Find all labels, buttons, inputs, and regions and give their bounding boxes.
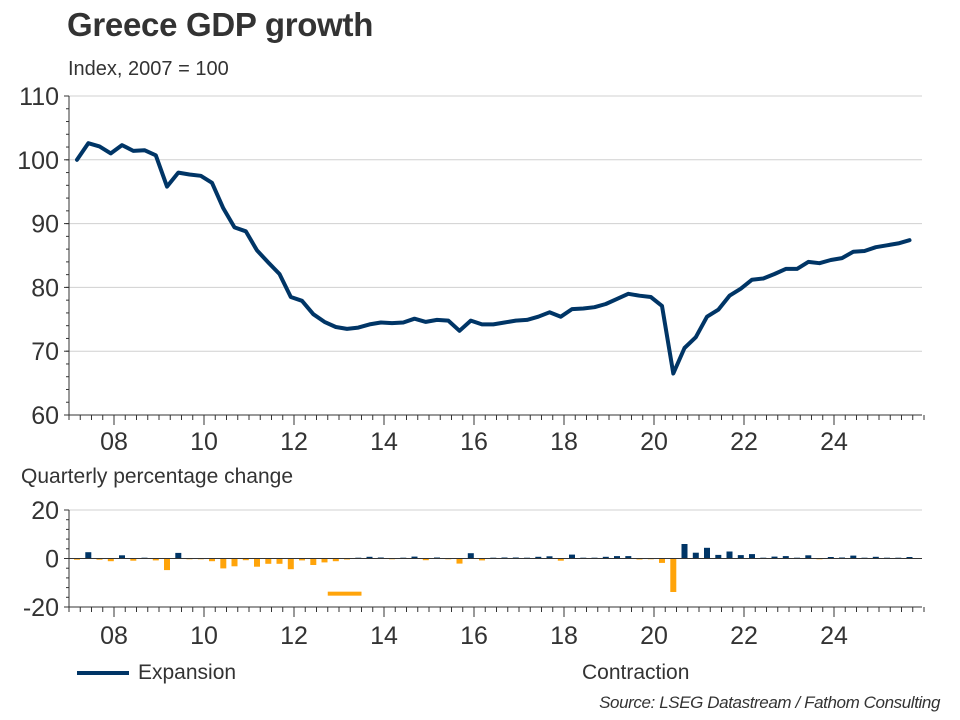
legend-expansion: Expansion (77, 661, 236, 685)
x-tick-label: 18 (550, 622, 578, 650)
bar-expansion (366, 556, 373, 559)
bar-expansion (906, 557, 913, 559)
bar-expansion (692, 552, 699, 559)
x-tick-label: 08 (100, 428, 128, 456)
chart-title: Greece GDP growth (67, 6, 374, 43)
bar-expansion (614, 556, 620, 559)
bar-expansion (726, 551, 733, 559)
x-tick-label: 24 (820, 622, 848, 650)
x-tick-label: 18 (550, 428, 578, 456)
bar-chart-subtitle: Quarterly percentage change (21, 465, 294, 488)
bar-expansion (850, 555, 857, 559)
bar-contraction (209, 558, 215, 562)
y-tick-label: 90 (31, 211, 59, 239)
x-tick-label: 10 (190, 622, 218, 650)
bar-contraction (96, 558, 103, 560)
bar-contraction (456, 558, 463, 564)
bottom-axes: -20 0 20 08 10 12 14 16 18 20 22 24 (23, 497, 925, 650)
bar-expansion (805, 555, 812, 559)
bar-contraction (276, 558, 283, 564)
bar-contraction (332, 558, 339, 562)
x-tick-label: 24 (820, 428, 848, 456)
bar-expansion (569, 554, 575, 559)
bar-expansion (411, 556, 418, 559)
top-grid (69, 95, 922, 352)
y-tick-label: -20 (23, 594, 59, 622)
bar-expansion (827, 557, 834, 559)
bars (74, 544, 913, 596)
bar-contraction (479, 558, 485, 561)
bar-contraction (74, 558, 80, 560)
bar-contraction (557, 558, 564, 561)
bar-expansion (546, 556, 553, 559)
bar-contraction (130, 558, 137, 561)
bar-expansion (681, 544, 688, 559)
legend-expansion-label: Expansion (138, 661, 237, 684)
x-tick-label: 12 (280, 428, 308, 456)
x-tick-label: 22 (730, 428, 758, 456)
bar-contraction (287, 558, 294, 570)
bar-expansion (119, 555, 125, 559)
y-tick-label: 20 (31, 497, 59, 525)
chart-subtitle: Index, 2007 = 100 (68, 58, 229, 80)
bar-expansion (625, 556, 632, 559)
bar-expansion (85, 552, 92, 559)
bar-contraction (254, 558, 260, 567)
x-tick-label: 20 (640, 428, 668, 456)
source-note: Source: LSEG Datastream / Fathom Consult… (599, 693, 940, 712)
bar-expansion (872, 556, 879, 559)
bar-expansion (782, 556, 789, 559)
bar-expansion (704, 547, 710, 559)
bar-contraction (231, 558, 238, 567)
x-tick-label: 22 (730, 622, 758, 650)
x-tick-label: 16 (460, 428, 488, 456)
y-tick-label: 70 (31, 338, 59, 366)
gdp-index-line (75, 141, 912, 376)
y-tick-label: 0 (45, 546, 59, 574)
bar-contraction (164, 558, 170, 571)
bar-expansion (749, 554, 755, 559)
bar-contraction (321, 558, 328, 563)
y-tick-label: 60 (31, 402, 59, 430)
gdp-line (75, 141, 912, 376)
bar-expansion (737, 555, 744, 559)
x-tick-label: 12 (280, 622, 308, 650)
bar-contraction (220, 558, 227, 569)
bar-contraction (152, 558, 159, 561)
legend-contraction-label: Contraction (582, 661, 690, 684)
bar-expansion (602, 556, 609, 559)
contraction-legend-marker (327, 591, 362, 596)
bar-expansion (175, 552, 182, 559)
bar-contraction (670, 558, 677, 592)
bar-contraction (310, 558, 317, 565)
bar-contraction (242, 558, 249, 561)
y-tick-label: 110 (19, 83, 59, 111)
x-tick-label: 20 (640, 622, 668, 650)
bar-expansion (535, 556, 542, 559)
y-tick-label: 100 (17, 147, 59, 175)
bar-contraction (422, 558, 429, 561)
x-tick-label: 16 (460, 622, 488, 650)
bar-contraction (265, 558, 272, 564)
legend-contraction: Contraction (582, 661, 689, 685)
x-tick-label: 08 (100, 622, 128, 650)
bar-contraction (299, 558, 305, 561)
bar-contraction (659, 558, 665, 563)
y-tick-label: 80 (31, 274, 59, 302)
x-tick-label: 14 (370, 428, 398, 456)
top-axes: 60 70 80 90 100 110 08 10 12 14 16 18 20 22 24 (17, 83, 925, 456)
bar-expansion (467, 553, 474, 559)
bar-contraction (107, 558, 114, 562)
bar-expansion (715, 554, 722, 559)
bar-expansion (771, 556, 778, 559)
x-tick-label: 10 (190, 428, 218, 456)
x-tick-label: 14 (370, 622, 398, 650)
legend-expansion-swatch (77, 671, 129, 675)
